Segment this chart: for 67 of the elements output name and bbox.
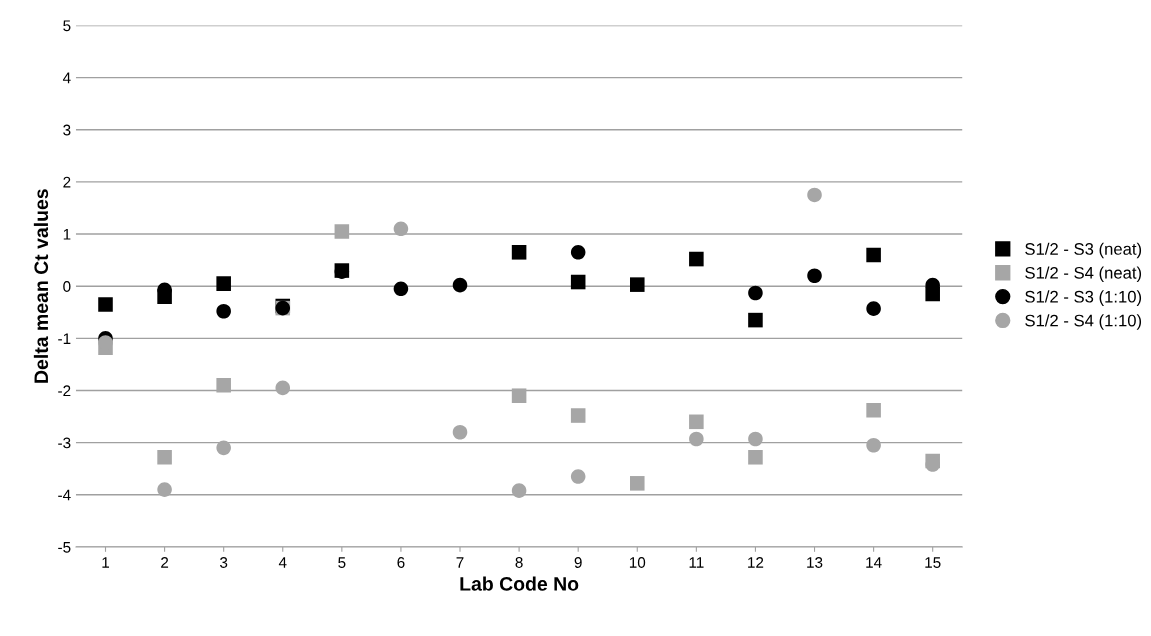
point [748,449,763,465]
legend-label: S1/2 - S4 (neat) [1025,266,1142,283]
point [452,424,468,440]
y-tick-label: 2 [63,176,71,188]
point [807,187,822,203]
x-tick-label: 9 [574,557,582,568]
x-tick-label: 14 [866,557,882,568]
point [570,469,586,484]
x-tick-label: 1 [102,557,110,568]
y-tick-label: -5 [58,541,71,553]
point [629,476,645,491]
point [866,301,881,316]
x-tick-label: 8 [515,557,523,568]
x-tick-label: 5 [338,557,346,568]
x-tick-label: 13 [807,557,823,568]
y-axis-title: Delta mean Ct values [33,189,49,383]
y-tick-label: 4 [62,72,71,84]
y-tick-label: -2 [58,385,71,397]
point [393,281,409,297]
x-tick-label: 4 [278,557,287,568]
point [866,247,881,263]
x-tick-label: 6 [397,557,405,568]
point [689,414,704,430]
y-tick-label: 5 [63,20,71,32]
point [511,245,527,260]
point [216,440,231,456]
point [216,378,231,393]
point [570,245,586,260]
legend-label: S1/2 - S3 (neat) [1025,242,1142,259]
x-axis-title: Lab Code No [460,576,579,591]
point [748,285,763,301]
point [157,449,172,465]
point [866,437,881,453]
x-tick-label: 12 [748,557,764,568]
point [807,268,822,284]
point [334,224,350,239]
x-tick-label: 15 [925,557,941,568]
point [748,312,763,328]
point [689,431,704,447]
point [275,380,291,396]
x-tick-label: 7 [456,557,464,568]
point [157,482,172,497]
point [689,251,704,267]
y-tick-label: -3 [58,437,71,449]
point [570,274,586,290]
y-tick-label: 3 [63,124,71,136]
x-tick-label: 10 [629,557,646,568]
point [98,297,113,312]
y-tick-label: -4 [58,489,71,501]
point [866,403,881,418]
point [216,303,231,319]
point [452,277,468,293]
point [748,431,763,447]
y-tick-label: -1 [58,333,71,344]
point [216,276,231,291]
x-tick-label: 11 [689,557,704,568]
point [629,277,645,292]
point [570,408,586,423]
x-tick-label: 3 [220,557,228,568]
legend-label: S1/2 - S3 (1:10) [1025,290,1142,306]
legend-label: S1/2 - S4 (1:10) [1025,314,1142,330]
point [393,221,409,237]
y-tick-label: 0 [63,281,71,292]
point [511,388,527,403]
y-tick-label: 1 [63,229,71,240]
x-tick-label: 2 [161,557,169,568]
point [511,483,527,498]
